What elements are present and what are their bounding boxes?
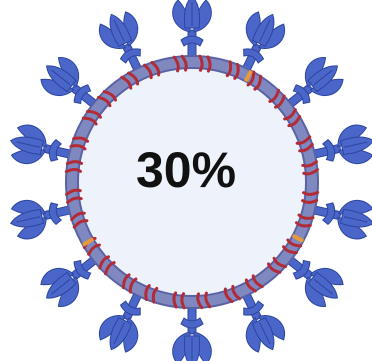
spike-protein-icon — [304, 199, 372, 240]
spike-protein-icon — [239, 285, 286, 353]
spike-protein-icon — [239, 11, 286, 79]
spike-protein-icon — [98, 11, 145, 79]
membrane-protein-icon — [144, 284, 159, 304]
membrane-protein-icon — [64, 160, 83, 174]
envelope-protein-icon — [292, 234, 304, 243]
membrane-protein-icon — [81, 109, 102, 126]
envelope-protein-icon — [244, 70, 253, 82]
membrane-protein-icon — [120, 71, 140, 90]
spike-protein-icon — [172, 0, 212, 67]
spike-protein-icon — [40, 251, 104, 307]
membrane-protein-icon — [97, 90, 118, 108]
membrane-protein-icon — [301, 190, 320, 204]
membrane-protein-icon — [198, 54, 212, 73]
membrane-protein-icon — [142, 60, 161, 80]
membrane-protein-icon — [268, 88, 286, 109]
membrane-protein-icon — [282, 238, 303, 255]
spike-protein-icon — [9, 199, 80, 240]
membrane-protein-icon — [246, 70, 263, 91]
membrane-protein-icon — [172, 291, 186, 310]
membrane-protein-icon — [295, 135, 314, 153]
membrane-protein-icon — [70, 211, 89, 229]
membrane-protein-icon — [301, 160, 319, 176]
membrane-protein-icon — [283, 108, 302, 128]
membrane-protein-icon — [65, 188, 83, 204]
membrane-protein-icon — [294, 213, 315, 228]
membrane-protein-icon — [196, 291, 212, 310]
membrane-protein-icon — [69, 136, 90, 151]
membrane-protein-icon — [244, 274, 264, 293]
percentage-label: 30% — [135, 142, 237, 198]
spike-protein-icon — [280, 251, 344, 307]
membrane-protein-icon — [266, 256, 287, 274]
envelope-protein-icon — [82, 237, 94, 247]
membrane-protein-icon — [225, 60, 240, 80]
membrane-protein-icon — [223, 284, 242, 304]
membrane-protein-icon — [172, 54, 188, 73]
membrane-protein-icon — [98, 255, 116, 276]
membrane-protein-icon — [121, 273, 138, 294]
